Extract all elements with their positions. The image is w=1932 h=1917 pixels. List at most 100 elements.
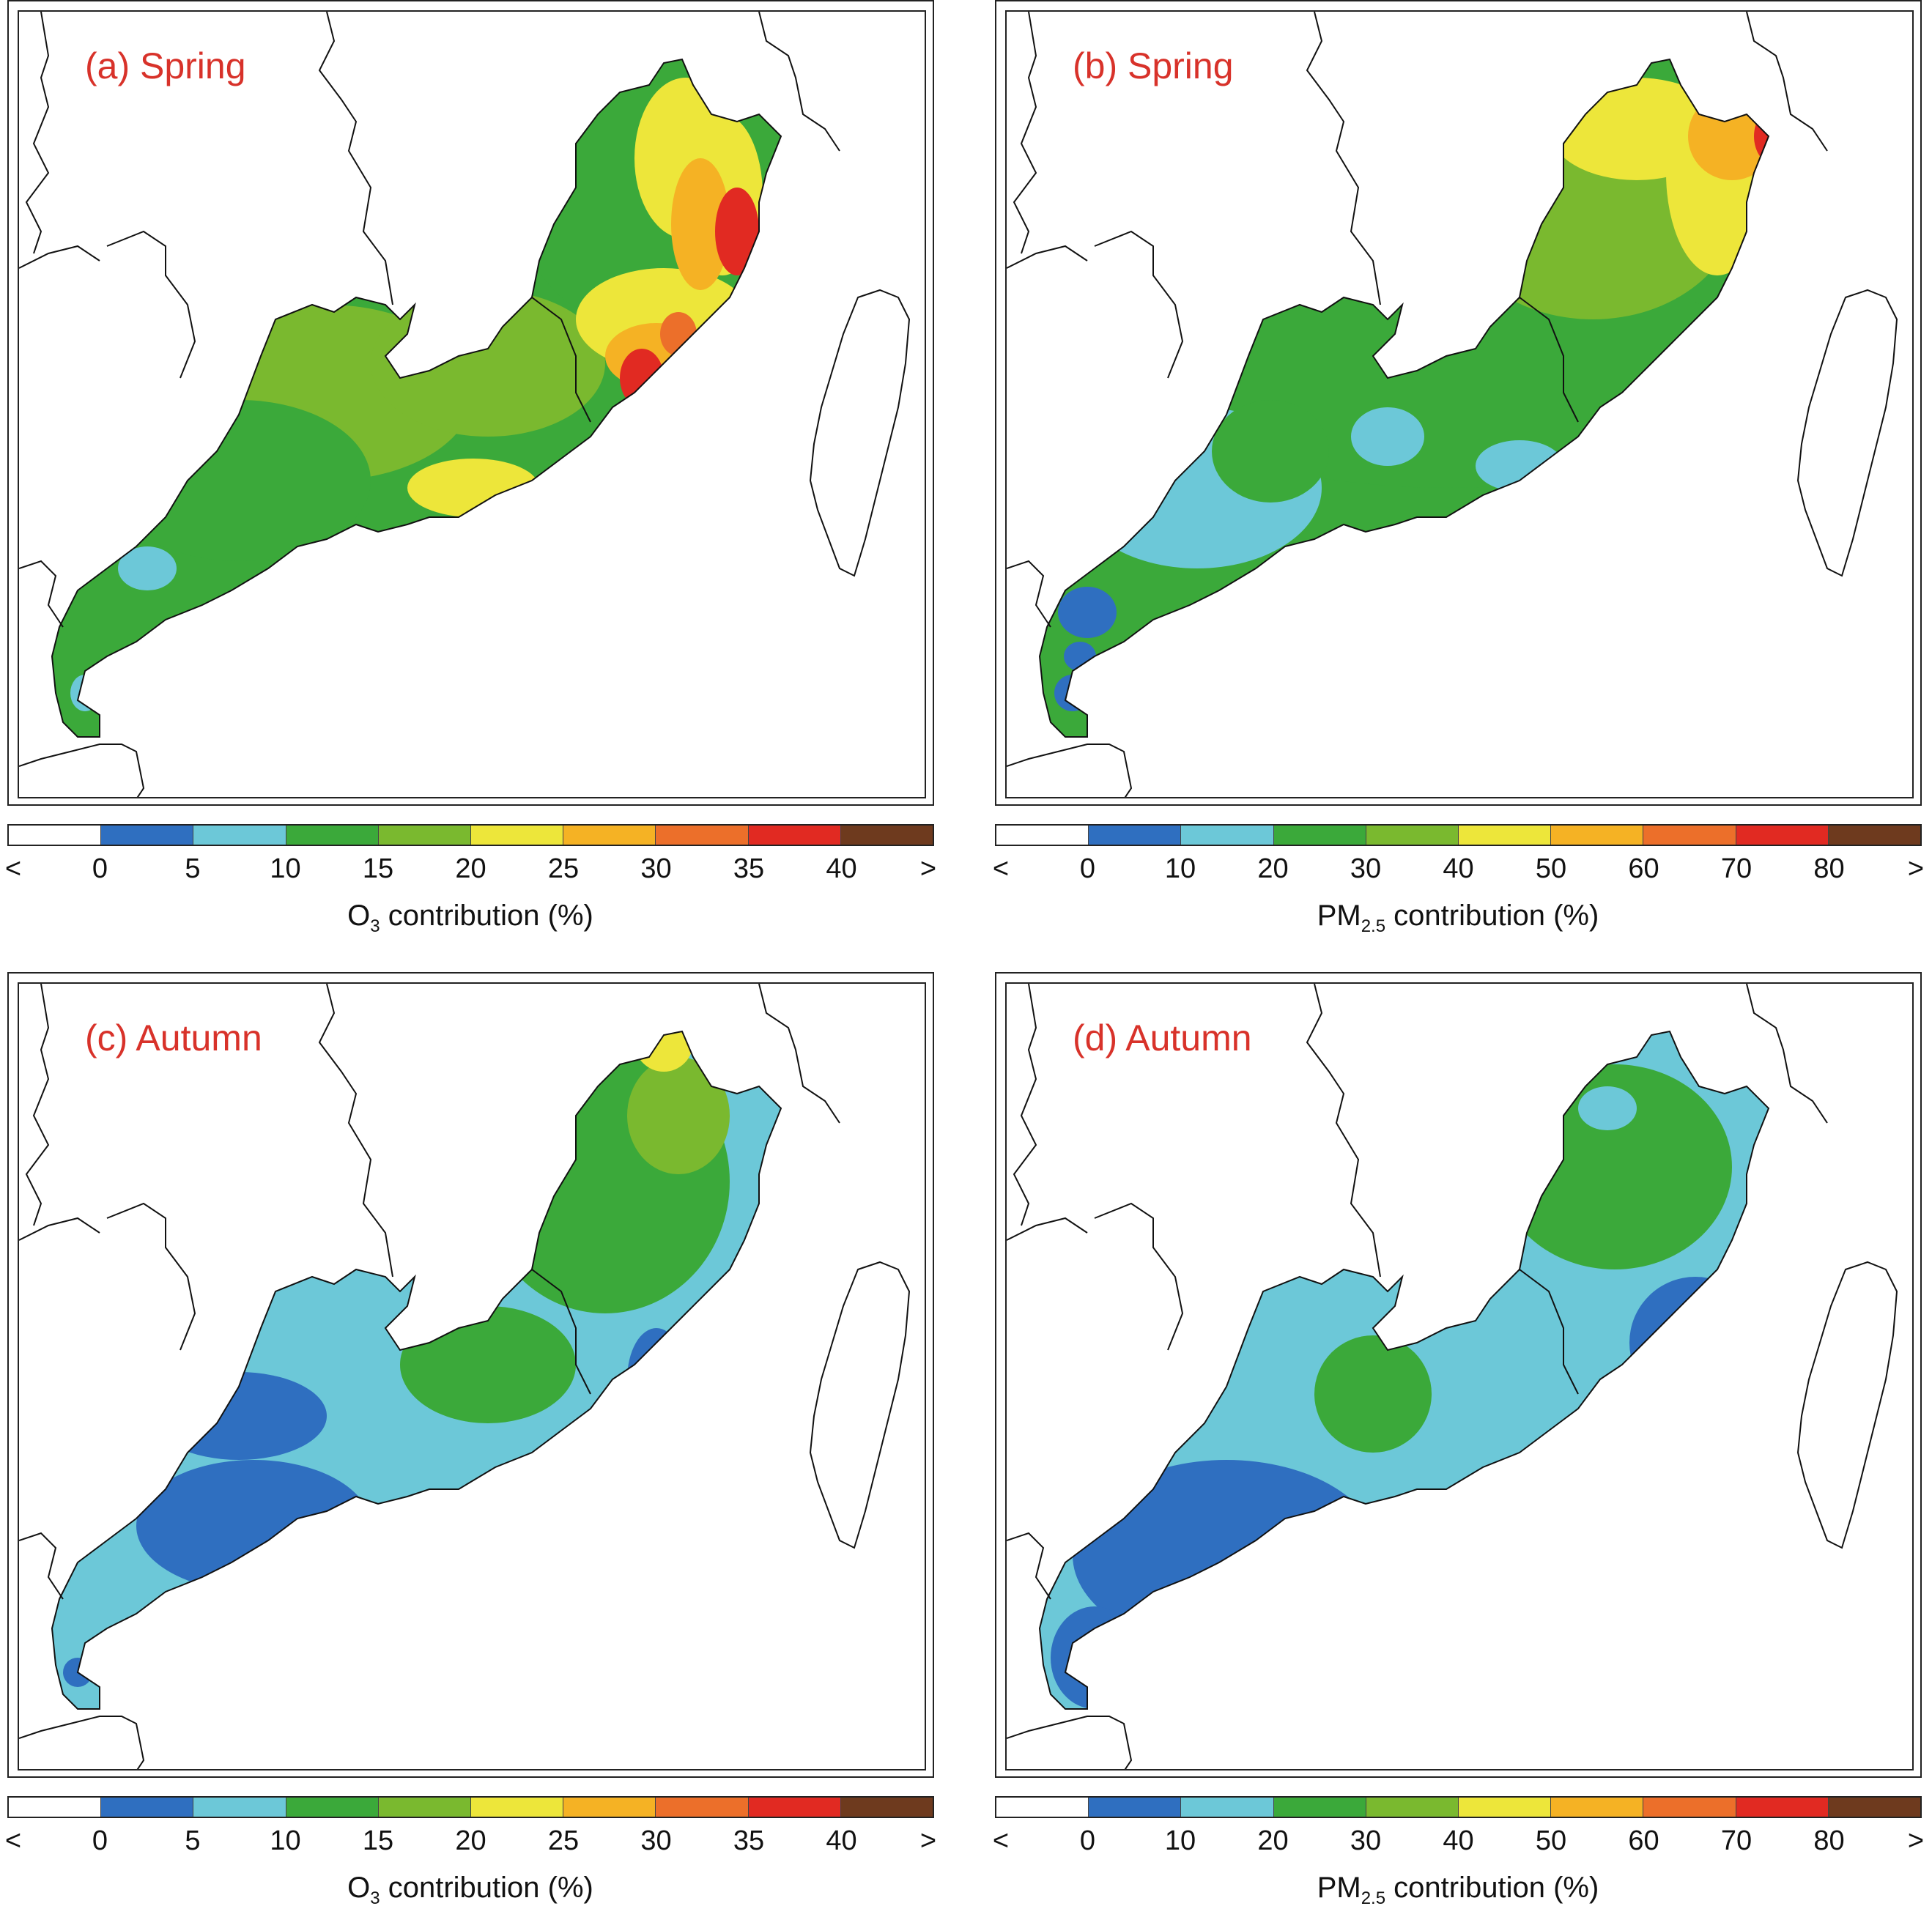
colorbar-swatch bbox=[1181, 1798, 1274, 1817]
map-frame: (a) Spring bbox=[7, 0, 934, 806]
colorbar-tick-label: 20 bbox=[1257, 853, 1289, 884]
taiwan-outline bbox=[1796, 289, 1898, 577]
province-border bbox=[19, 1217, 100, 1241]
taiwan-outline bbox=[1796, 1261, 1898, 1549]
colorbar-tick-label: 70 bbox=[1720, 1825, 1753, 1856]
colorbar-swatch bbox=[1089, 826, 1182, 845]
panel-a: (a) Spring <0 5 10 15 20 25 30 35 40 > O3 contribut… bbox=[4, 0, 938, 945]
taiwan-outline bbox=[809, 1261, 911, 1549]
province-border bbox=[1007, 1716, 1133, 1769]
contribution-field bbox=[1040, 59, 1769, 737]
province-border bbox=[1094, 230, 1184, 379]
map-area: (d) Autumn bbox=[1005, 982, 1914, 1770]
contribution-field bbox=[52, 59, 781, 737]
contour-patch bbox=[1626, 1387, 1677, 1431]
contour-patch bbox=[547, 1431, 634, 1489]
contribution-field bbox=[1040, 1031, 1769, 1709]
panel-title: (c) Autumn bbox=[85, 1017, 262, 1058]
province-border bbox=[25, 12, 50, 254]
colorbar-swatch bbox=[471, 826, 564, 845]
taiwan-outline bbox=[809, 289, 911, 577]
province-border bbox=[1746, 12, 1828, 152]
colorbar-swatch bbox=[1366, 1798, 1459, 1817]
province-border bbox=[25, 984, 50, 1226]
province-border bbox=[318, 12, 393, 305]
colorbar-label: O3 contribution (%) bbox=[347, 900, 593, 936]
contour-patch bbox=[1629, 1277, 1761, 1409]
panel-d: (d) Autumn <0 10 20 30 40 50 60 70 80 > PM2.5 contr… bbox=[993, 972, 1925, 1917]
colorbar-tick-label: 35 bbox=[733, 1825, 765, 1856]
colorbar-tick-label: 50 bbox=[1535, 853, 1567, 884]
colorbar-tick-label: 15 bbox=[362, 1825, 394, 1856]
map-svg bbox=[19, 12, 911, 797]
province-border bbox=[1007, 560, 1051, 628]
colorbar-swatch bbox=[1828, 826, 1921, 845]
contour-patch bbox=[1051, 1606, 1139, 1709]
colorbar-tick-label: > bbox=[919, 1825, 937, 1856]
colorbar-tick-label: 0 bbox=[1079, 853, 1096, 884]
panel-title: (a) Spring bbox=[85, 45, 246, 86]
province-border bbox=[1007, 1217, 1088, 1241]
colorbar-tick-label: 30 bbox=[640, 1825, 672, 1856]
colorbar-tick-label: 40 bbox=[1443, 1825, 1474, 1856]
colorbar-swatch bbox=[840, 826, 933, 845]
colorbar-swatch bbox=[1551, 1798, 1644, 1817]
colorbar-swatch bbox=[656, 826, 749, 845]
province-border bbox=[106, 230, 196, 379]
colorbar-tick-label: 40 bbox=[826, 853, 857, 884]
colorbar-swatch bbox=[101, 826, 194, 845]
colorbar-swatch bbox=[1736, 826, 1829, 845]
province-border bbox=[19, 1532, 64, 1600]
contour-patch bbox=[1578, 1086, 1637, 1130]
colorbar-swatch bbox=[996, 1798, 1089, 1817]
colorbar-swatch bbox=[1828, 1798, 1921, 1817]
colorbar-tick-label: 60 bbox=[1628, 853, 1659, 884]
contour-patch bbox=[371, 290, 605, 437]
province-border bbox=[1007, 1532, 1051, 1600]
colorbar bbox=[995, 1796, 1922, 1818]
province-border bbox=[19, 560, 64, 628]
colorbar-tick-label: 40 bbox=[1443, 853, 1474, 884]
colorbar-tick-label: 60 bbox=[1628, 1825, 1659, 1856]
province-border bbox=[758, 12, 840, 152]
colorbar-swatch bbox=[563, 1798, 656, 1817]
contour-patch bbox=[1351, 407, 1424, 466]
colorbar-swatch bbox=[1273, 1798, 1366, 1817]
colorbar-tick-label: 20 bbox=[455, 1825, 486, 1856]
panel-title: (b) Spring bbox=[1073, 45, 1234, 86]
map-svg bbox=[19, 984, 911, 1769]
colorbar-swatch bbox=[101, 1798, 194, 1817]
colorbar-swatch bbox=[1273, 826, 1366, 845]
colorbar-tick-label: 20 bbox=[1257, 1825, 1289, 1856]
colorbar-tick-label: 25 bbox=[547, 1825, 580, 1856]
province-border bbox=[1094, 1202, 1184, 1351]
province-border bbox=[106, 1202, 196, 1351]
panel-c: (c) Autumn <0 5 10 15 20 25 30 35 40 > O3 contribut… bbox=[5, 972, 938, 1917]
colorbar-tick-label: 25 bbox=[547, 853, 580, 884]
coastline bbox=[51, 1030, 782, 1710]
map-frame: (b) Spring bbox=[995, 0, 1922, 806]
colorbar-tick-label: 50 bbox=[1535, 1825, 1567, 1856]
colorbar-swatch bbox=[1643, 826, 1736, 845]
colorbar-tick-label: 5 bbox=[185, 1825, 201, 1856]
colorbar-tick-label: < bbox=[4, 853, 22, 884]
colorbar-tick-label: 80 bbox=[1813, 853, 1845, 884]
contour-patch bbox=[1073, 1460, 1380, 1650]
map-svg bbox=[1007, 984, 1898, 1769]
colorbar-swatch bbox=[748, 1798, 841, 1817]
contour-patch bbox=[634, 1031, 693, 1072]
colorbar-tick-label: 15 bbox=[362, 853, 394, 884]
colorbar-tick-label: 35 bbox=[733, 853, 765, 884]
colorbar-tick-label: 30 bbox=[1350, 1825, 1382, 1856]
colorbar-swatch bbox=[1459, 826, 1552, 845]
province-border bbox=[531, 1269, 591, 1395]
colorbar-tick-label: 30 bbox=[640, 853, 672, 884]
contour-patch bbox=[118, 546, 177, 590]
colorbar-swatch bbox=[9, 1798, 102, 1817]
colorbar-swatch bbox=[1089, 1798, 1182, 1817]
colorbar-swatch bbox=[286, 826, 379, 845]
colorbar-swatch bbox=[1459, 1798, 1552, 1817]
colorbar-tick-label: < bbox=[992, 853, 1010, 884]
colorbar-swatch bbox=[286, 1798, 379, 1817]
map-svg bbox=[1007, 12, 1898, 797]
